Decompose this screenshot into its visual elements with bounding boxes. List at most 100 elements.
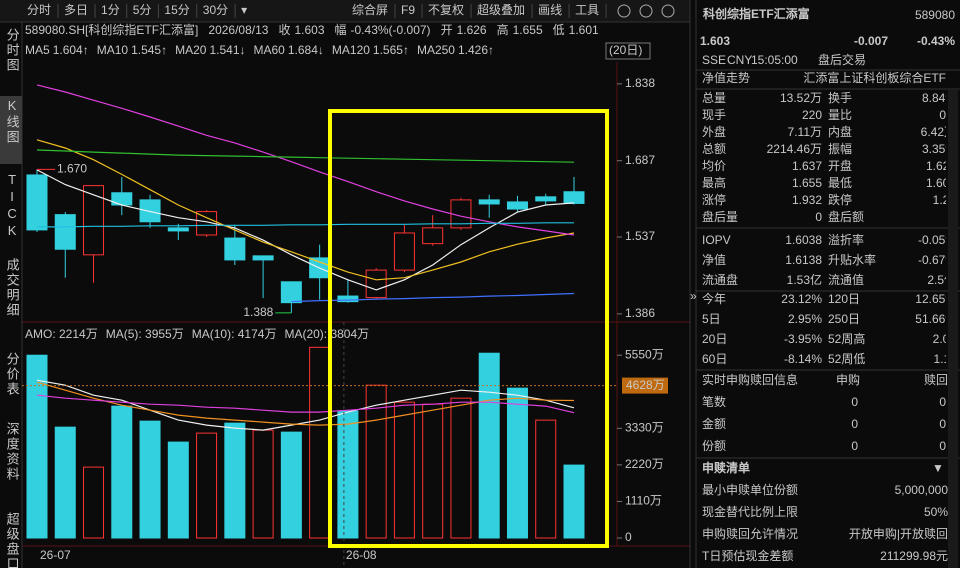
list-label: T日预估现金差额 (702, 548, 793, 563)
scrollbar (948, 90, 958, 568)
candle-body (535, 196, 557, 202)
quote-label: 52周高 (828, 331, 865, 346)
quote-label: 量比 (828, 108, 852, 122)
info-item: 2026/08/13 (208, 23, 268, 37)
collapse-arrow[interactable]: » (690, 289, 697, 303)
ma-label: MA120 (332, 43, 370, 57)
toolbar-tab[interactable]: 分时 (27, 3, 51, 17)
info-item: 低 (553, 23, 565, 37)
candle-body (337, 295, 359, 303)
y-tick-label: 1.537 (625, 229, 655, 243)
sidebar-tab[interactable]: K线图 (5, 98, 20, 145)
redemption-value: 0 (851, 395, 858, 409)
quote-value: 23.12% (781, 292, 822, 306)
quote-label: 52周低 (828, 352, 865, 366)
quote-label: 开盘 (828, 158, 852, 173)
list-toggle[interactable]: ▼ (932, 461, 944, 475)
quote-value: 2.5亿 (927, 272, 956, 287)
period[interactable]: (20日) (609, 43, 642, 57)
quote-label: 60日 (702, 352, 727, 366)
volume-bar (139, 420, 161, 539)
quote-value: -0.05% (918, 233, 956, 247)
list-label: 现金替代比例上限 (702, 504, 798, 519)
sidebar-tab[interactable]: 深度资料 (5, 422, 20, 482)
volume-bar (224, 422, 246, 539)
quote-label: IOPV (702, 233, 731, 247)
redemption-value: 0 (939, 439, 946, 453)
candle-body (224, 237, 246, 261)
quote-label: 盘后额 (828, 209, 864, 224)
toolbar-icon[interactable] (661, 4, 675, 18)
volume-ma-label: MA(10): 4174万 (192, 327, 277, 341)
volume-bar (83, 466, 105, 539)
volume-bar (450, 397, 472, 539)
sidebar-tab[interactable]: 分价表 (5, 352, 20, 397)
y-tick-label: 0 (625, 530, 632, 544)
toolbar-button[interactable]: 不复权 (428, 3, 464, 17)
y-tick-label: 2220万 (625, 457, 664, 471)
quote-value: 8.84% (922, 91, 956, 105)
redemption-label: 份额 (702, 439, 726, 453)
toolbar-button[interactable]: 画线 (538, 3, 562, 17)
candle-body (26, 174, 48, 231)
candle-body (139, 199, 161, 223)
ma-line (36, 149, 575, 163)
quote-value: 3.35% (922, 142, 956, 156)
toolbar-button[interactable]: F9 (401, 3, 415, 17)
quote-value: -0.67% (918, 253, 956, 267)
toolbar-icon[interactable] (639, 4, 653, 18)
quote-label: 今年 (702, 291, 726, 306)
quote-value: 2214.46万 (767, 142, 822, 156)
toolbar-button[interactable]: 工具 (575, 3, 599, 17)
volume-marker-box (622, 377, 668, 394)
quote-label: 最高 (702, 175, 726, 190)
meta: SSE (702, 53, 726, 67)
toolbar-icon[interactable] (617, 4, 631, 18)
redemption-label: 笔数 (702, 394, 726, 409)
sidebar-tab[interactable]: 超级盘口 (5, 512, 20, 568)
toolbar-tab[interactable]: 30分 (203, 3, 228, 17)
toolbar-tab[interactable]: 多日 (64, 3, 88, 17)
list-value: 5,000,000 (895, 483, 949, 497)
sidebar-tab[interactable]: 分时图 (5, 28, 20, 73)
sidebar-tab[interactable]: 成交明细 (5, 258, 20, 318)
quote-label: 总额 (702, 142, 726, 156)
candle-body (54, 214, 76, 250)
toolbar-tab[interactable]: ▾ (241, 3, 247, 17)
y-tick-label: 1.838 (625, 76, 655, 90)
sidebar-tab[interactable]: TICK (5, 172, 20, 240)
nav-label[interactable]: 净值走势 (702, 70, 750, 85)
candle-body (167, 227, 189, 232)
quote-label: 流通盘 (702, 272, 738, 287)
y-tick-label: 1.386 (625, 306, 655, 320)
toolbar-button[interactable]: 综合屏 (352, 2, 388, 17)
candle-body (196, 211, 218, 236)
info-item: 收 (278, 23, 290, 37)
candle-body (111, 192, 133, 206)
quote-value: 1.655 (792, 176, 822, 190)
low-label: 1.388 (243, 305, 273, 319)
candle-body (280, 281, 302, 304)
toolbar-tab[interactable]: 15分 (164, 3, 189, 17)
toolbar-tab[interactable]: 1分 (101, 3, 120, 17)
quote-value: 1.601 (926, 176, 956, 190)
quote-label: 120日 (828, 292, 860, 306)
quote-label: 跌停 (828, 192, 852, 207)
quote-value: 1.11 (934, 352, 957, 366)
quote-label: 5日 (702, 312, 721, 326)
toolbar-button[interactable]: 超级叠加 (477, 2, 525, 17)
quote-label: 现手 (702, 108, 726, 122)
volume-bar (196, 432, 218, 539)
quote-value: 1.53亿 (787, 272, 822, 287)
meta: 15:05:00 (751, 53, 798, 67)
quote-value: 0.5 (939, 108, 956, 122)
quote-label: 总量 (702, 91, 726, 105)
info-item: 1.655 (513, 23, 543, 37)
quote-label: 流通值 (828, 272, 864, 287)
quote-value: 1.932 (792, 193, 822, 207)
toolbar-tab[interactable]: 5分 (133, 3, 152, 17)
quote-label: 振幅 (828, 141, 852, 156)
info-item: -0.43%(-0.007) (351, 23, 431, 37)
